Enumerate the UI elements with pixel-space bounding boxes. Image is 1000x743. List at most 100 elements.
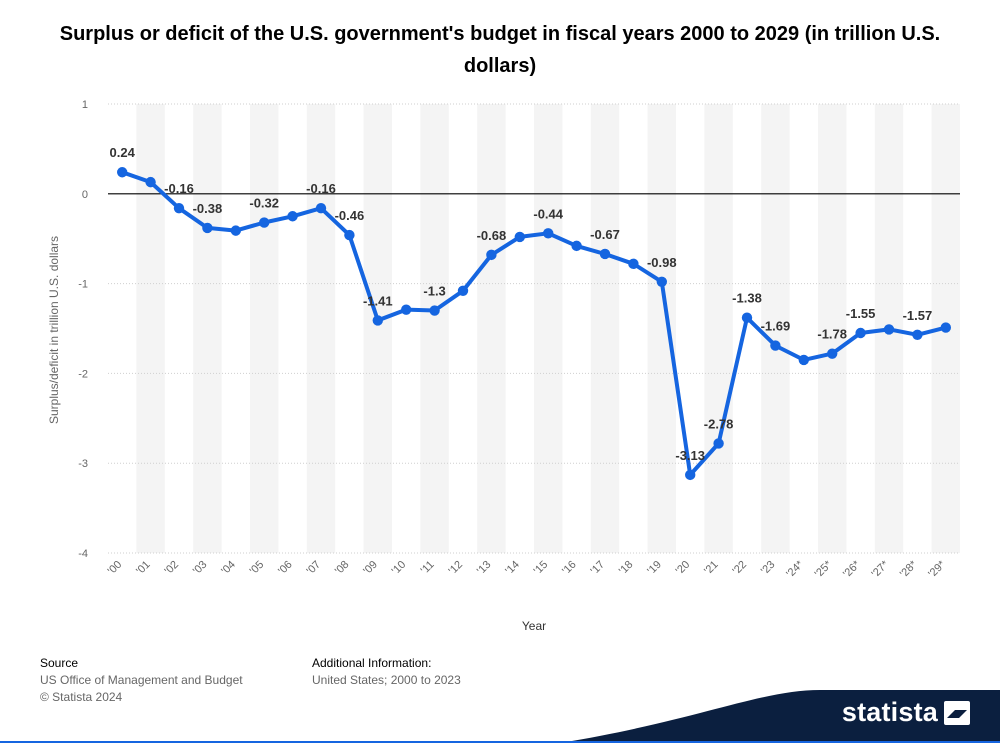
x-tick-label: '17 <box>588 559 607 578</box>
data-point <box>401 304 412 315</box>
data-label: -0.38 <box>193 201 223 216</box>
data-label: -0.32 <box>249 196 279 211</box>
data-point <box>656 276 667 288</box>
data-point <box>372 315 383 326</box>
data-labels: 0.24 -0.16 -0.38 -0.32 -0.16 -0.46 -1.41 -1.3 -0… <box>110 145 933 463</box>
y-tick-label: 1 <box>82 99 88 111</box>
x-tick-label: '25* <box>813 558 835 580</box>
data-label: -1.3 <box>423 284 445 299</box>
data-label: -0.44 <box>533 206 563 221</box>
column-band <box>818 104 847 553</box>
statista-logo-icon <box>944 700 970 725</box>
data-label: -0.68 <box>477 228 507 243</box>
data-point <box>883 324 895 335</box>
data-point <box>741 312 753 323</box>
data-label: -1.69 <box>761 319 791 334</box>
x-tick-label: '27* <box>869 558 891 580</box>
data-point <box>457 285 469 296</box>
data-point <box>486 249 497 261</box>
data-label: -1.55 <box>846 306 876 321</box>
x-tick-label: '21 <box>702 559 721 578</box>
data-point <box>940 322 951 333</box>
data-point <box>287 211 298 222</box>
column-band <box>136 104 165 553</box>
x-tick-label: '05 <box>248 559 267 578</box>
x-tick-label: '28* <box>898 558 920 580</box>
data-point <box>230 225 241 236</box>
data-label: -0.98 <box>647 255 677 270</box>
column-band <box>590 104 620 553</box>
x-tick-label: '13 <box>475 559 494 578</box>
data-point <box>685 469 696 481</box>
brand-name: statista <box>841 697 938 727</box>
x-tick-label: '15 <box>532 559 551 578</box>
x-axis-label: Year <box>522 619 546 633</box>
column-band <box>306 104 336 553</box>
data-point <box>855 327 866 339</box>
data-label: -1.78 <box>817 327 847 342</box>
data-point <box>713 438 724 449</box>
data-point <box>173 202 185 214</box>
brand-band <box>0 690 1000 743</box>
column-band <box>704 104 733 553</box>
line-chart: 1 0 -1 -2 -3 -4 0.24 -0.16 -0.38 -0.32 -0.16 -0.46… <box>47 99 960 633</box>
x-tick-label: '18 <box>617 559 636 578</box>
gridlines <box>108 103 960 554</box>
statista-brand[interactable]: statista <box>842 697 970 728</box>
x-tick-label: '10 <box>390 559 409 578</box>
data-point <box>571 240 582 252</box>
data-point <box>628 258 639 270</box>
y-tick-label: 0 <box>82 189 88 201</box>
data-label: -0.16 <box>164 181 194 196</box>
data-label: -3.13 <box>675 448 705 463</box>
column-band <box>534 104 563 553</box>
x-tick-label: '20 <box>674 559 693 578</box>
data-label: 0.24 <box>110 145 136 160</box>
source-text: US Office of Management and Budget © Sta… <box>40 672 243 706</box>
data-label: -1.38 <box>732 291 762 306</box>
data-label: -2.78 <box>704 416 734 431</box>
data-point <box>429 305 440 316</box>
x-tick-label: '12 <box>446 559 465 578</box>
x-tick-label: '08 <box>333 559 352 578</box>
x-tick-label: '16 <box>560 559 579 578</box>
x-tick-label: '03 <box>191 559 210 578</box>
y-tick-label: -2 <box>78 368 88 380</box>
x-tick-label: '24* <box>784 558 806 580</box>
data-point <box>770 340 781 351</box>
x-axis-ticks: '00 '01 '02 '03 '04 '05 '06 '07 '08 '09 '10 '11 '12 '… <box>106 558 949 580</box>
data-label: -1.41 <box>363 293 393 308</box>
x-tick-label: '00 <box>106 559 125 578</box>
data-point <box>599 248 611 260</box>
data-point <box>543 228 554 239</box>
data-point <box>344 229 355 241</box>
data-label: -0.46 <box>335 208 365 223</box>
x-tick-label: '26* <box>841 558 863 580</box>
data-point <box>145 176 156 188</box>
data-label: -1.57 <box>903 308 933 323</box>
additional-info-label: Additional Information: <box>312 656 432 670</box>
x-tick-label: '11 <box>419 559 437 577</box>
chart-title: Surplus or deficit of the U.S. governmen… <box>59 23 941 77</box>
column-band <box>363 104 392 553</box>
x-tick-label: '14 <box>503 559 522 578</box>
column-band <box>250 104 279 553</box>
x-tick-label: '02 <box>162 559 181 578</box>
data-point <box>202 222 213 234</box>
x-tick-label: '04 <box>219 559 238 578</box>
x-tick-label: '01 <box>134 559 153 578</box>
column-band <box>420 104 449 553</box>
x-tick-label: '23 <box>759 559 778 578</box>
data-point <box>827 348 838 359</box>
x-tick-label: '07 <box>304 559 323 578</box>
y-tick-label: -1 <box>78 279 88 291</box>
data-point <box>912 329 923 340</box>
column-band <box>761 104 790 553</box>
x-tick-label: '06 <box>276 559 295 578</box>
data-point <box>798 354 809 366</box>
y-axis-label: Surplus/deficit in trillion U.S. dollars <box>47 236 61 424</box>
y-axis-ticks: 1 0 -1 -2 -3 -4 <box>78 99 88 560</box>
data-point <box>259 217 270 228</box>
x-tick-label: '22 <box>730 559 749 578</box>
source-label: Source <box>40 656 79 670</box>
